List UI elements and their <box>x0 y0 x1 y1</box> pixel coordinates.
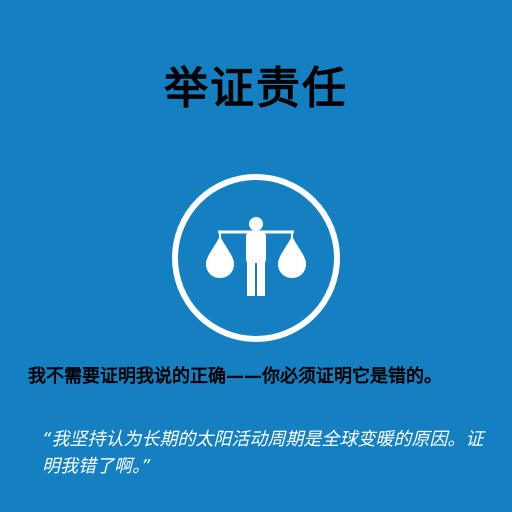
person-left-leg <box>247 260 255 296</box>
burden-of-proof-icon <box>170 172 342 344</box>
person-head <box>249 217 263 231</box>
left-load-drop <box>206 236 234 278</box>
example-quote: “我坚持认为长期的太阳活动周期是全球变暖的原因。证明我错了啊。” <box>42 429 484 477</box>
right-load-drop <box>278 236 306 278</box>
person-right-leg <box>257 260 265 296</box>
fallacy-statement: 我不需要证明我说的正确——你必须证明它是错的。 <box>28 366 442 387</box>
icon-ring <box>172 174 340 342</box>
person-torso <box>246 233 266 263</box>
card-title: 举证责任 <box>164 63 348 114</box>
